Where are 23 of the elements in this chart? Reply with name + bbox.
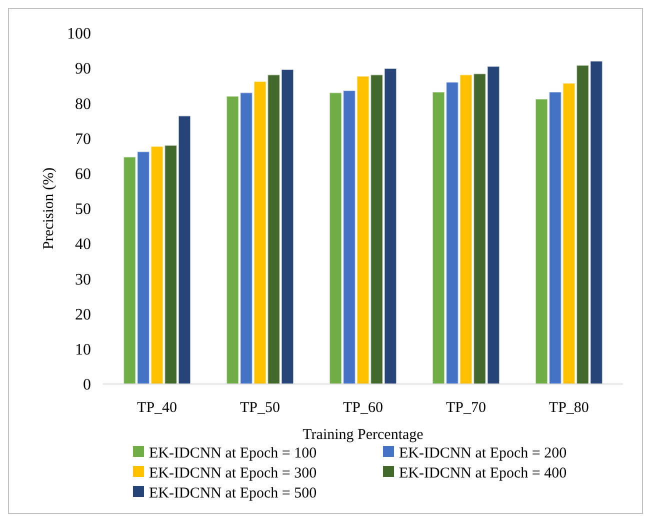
legend-label: EK-IDCNN at Epoch = 100 xyxy=(149,445,317,462)
x-tick-label: TP_80 xyxy=(548,400,589,416)
y-tick-label: 40 xyxy=(75,236,91,254)
legend-label: EK-IDCNN at Epoch = 500 xyxy=(149,485,317,502)
y-tick-label: 70 xyxy=(75,130,91,148)
legend-label: EK-IDCNN at Epoch = 400 xyxy=(399,465,567,482)
y-tick-label: 80 xyxy=(75,96,91,113)
legend-label: EK-IDCNN at Epoch = 200 xyxy=(399,445,567,462)
x-tick-label: TP_50 xyxy=(240,400,280,416)
y-tick-label: 100 xyxy=(67,26,91,43)
x-axis-title: Training Percentage xyxy=(302,427,424,443)
y-axis-title: Precision (%) xyxy=(41,167,57,250)
legend-label: EK-IDCNN at Epoch = 300 xyxy=(149,465,317,482)
x-tick-label: TP_70 xyxy=(446,400,486,416)
y-tick-label: 90 xyxy=(75,60,91,78)
x-tick-label: TP_40 xyxy=(137,400,178,416)
y-tick-label: 10 xyxy=(75,342,91,358)
y-tick-label: 20 xyxy=(75,306,91,324)
y-tick-label: 30 xyxy=(75,271,91,288)
y-tick-label: 50 xyxy=(75,201,91,218)
x-tick-label: TP_60 xyxy=(342,400,384,416)
y-tick-label: 60 xyxy=(75,166,91,183)
y-tick-label: 0 xyxy=(83,376,91,394)
